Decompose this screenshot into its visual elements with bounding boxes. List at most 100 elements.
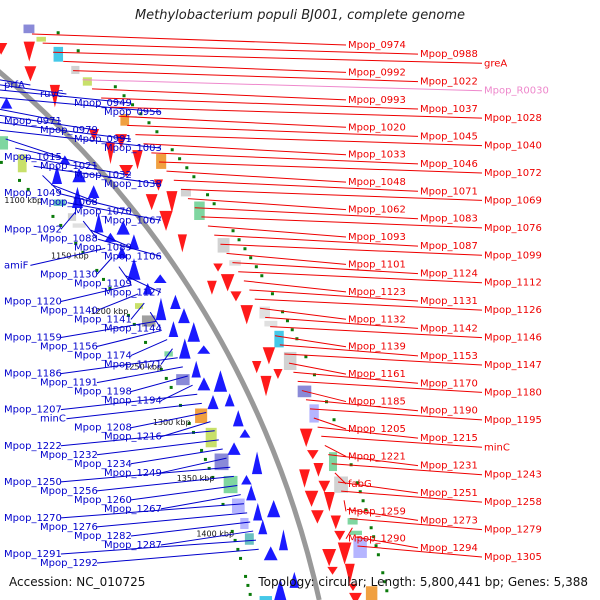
gene-label: Mpop_1180 — [484, 387, 542, 398]
label-leader — [67, 202, 161, 221]
label-leader — [214, 234, 419, 247]
label-leader — [346, 508, 419, 521]
feature-block — [309, 404, 319, 423]
feature-dot — [139, 112, 143, 116]
gene-arrow — [299, 428, 313, 447]
feature-dot — [76, 49, 80, 53]
label-leader — [337, 481, 419, 494]
label-leader — [50, 184, 98, 203]
gene-label: Mpop_0956 — [104, 107, 162, 118]
feature-dot — [236, 547, 240, 551]
feature-block — [214, 453, 229, 471]
feature-dot — [132, 322, 136, 326]
feature-dot — [374, 544, 378, 548]
feature-block — [53, 46, 64, 62]
gene-arrow — [142, 283, 153, 295]
feature-dot — [243, 247, 247, 251]
feature-block — [244, 533, 254, 545]
feature-dot — [164, 376, 168, 380]
gene-label: Mpop_1092 — [4, 224, 62, 235]
feature-block — [195, 408, 208, 424]
gene-arrow — [106, 142, 116, 165]
feature-dot — [281, 310, 285, 314]
gene-label: Mpop_1046 — [420, 159, 478, 170]
gene-label: minC — [40, 414, 66, 425]
feature-dot — [361, 499, 365, 503]
gene-label: Mpop_1256 — [40, 486, 98, 497]
gene-arrow — [260, 375, 272, 397]
feature-dot — [230, 529, 234, 533]
gene-label: Mpop_1171 — [104, 360, 162, 371]
label-leader — [130, 448, 223, 465]
gene-label: Mpop_1088 — [40, 233, 98, 244]
gene-label: ruvC — [40, 89, 63, 100]
gene-label: Mpop_1120 — [4, 296, 62, 307]
gene-label: Mpop_1243 — [484, 470, 542, 481]
label-leader — [60, 320, 157, 339]
feature-block — [347, 518, 358, 525]
gene-tracks — [0, 24, 389, 600]
feature-dot — [233, 538, 237, 542]
gene-label: Mpop_0992 — [348, 67, 406, 78]
gene-arrow — [263, 546, 278, 561]
gene-label: Mpop_1021 — [40, 161, 98, 172]
feature-dot — [155, 130, 159, 134]
feature-dot — [178, 157, 182, 161]
label-leader — [53, 51, 483, 64]
label-leader — [127, 124, 419, 137]
tick-label: 1200 kbp — [91, 307, 129, 316]
feature-dot — [381, 571, 385, 575]
feature-dot — [244, 574, 248, 578]
feature-dot — [144, 340, 148, 344]
tick-label: 1300 kbp — [153, 418, 191, 427]
gene-arrow — [239, 429, 251, 438]
gene-arrow — [191, 360, 201, 378]
label-leader — [110, 106, 483, 119]
gene-label: Mpop_1185 — [348, 397, 406, 408]
feature-block — [17, 154, 27, 173]
feature-block — [71, 65, 80, 75]
feature-dot — [270, 292, 274, 296]
label-leader — [160, 494, 241, 510]
gene-label: Mpop_1020 — [348, 122, 406, 133]
gene-arrow — [178, 308, 190, 324]
label-leader — [0, 84, 67, 95]
feature-dot — [211, 475, 215, 479]
feature-dot — [200, 448, 204, 452]
feature-dot — [332, 418, 336, 422]
gene-arrow — [278, 529, 288, 551]
label-leader — [305, 399, 419, 412]
gene-arrow — [72, 186, 83, 208]
label-leader — [226, 252, 347, 265]
feature-block — [176, 374, 190, 386]
gene-label: Mpop_1071 — [420, 186, 478, 197]
gene-label: Mpop_1221 — [348, 451, 406, 462]
label-leader — [130, 375, 188, 393]
label-leader — [0, 114, 97, 131]
feature-dot — [385, 589, 389, 593]
gene-arrow — [132, 150, 143, 170]
feature-block — [156, 154, 167, 169]
label-leader — [118, 115, 347, 128]
label-leader — [0, 122, 131, 140]
label-leader — [288, 362, 347, 375]
label-leader — [15, 147, 98, 167]
gene-arrow — [213, 370, 228, 392]
feature-dot — [81, 250, 85, 254]
label-leader — [232, 262, 419, 275]
label-leader — [328, 454, 419, 467]
label-leader — [265, 316, 419, 329]
gene-arrow — [334, 530, 346, 541]
gene-label: Mpop_1087 — [420, 241, 478, 252]
gene-label: Mpop_1234 — [74, 459, 132, 470]
gene-label: Mpop_0993 — [348, 95, 406, 106]
gene-label: Mpop_1109 — [74, 278, 132, 289]
gene-arrow — [232, 410, 244, 427]
label-leader — [82, 220, 98, 239]
feature-block — [223, 475, 238, 494]
feature-dot — [358, 490, 362, 494]
gene-label: Mpop_1195 — [484, 415, 542, 426]
feature-dot — [169, 385, 173, 389]
gene-label: Mpop_1215 — [420, 433, 478, 444]
feature-dot — [147, 121, 151, 125]
